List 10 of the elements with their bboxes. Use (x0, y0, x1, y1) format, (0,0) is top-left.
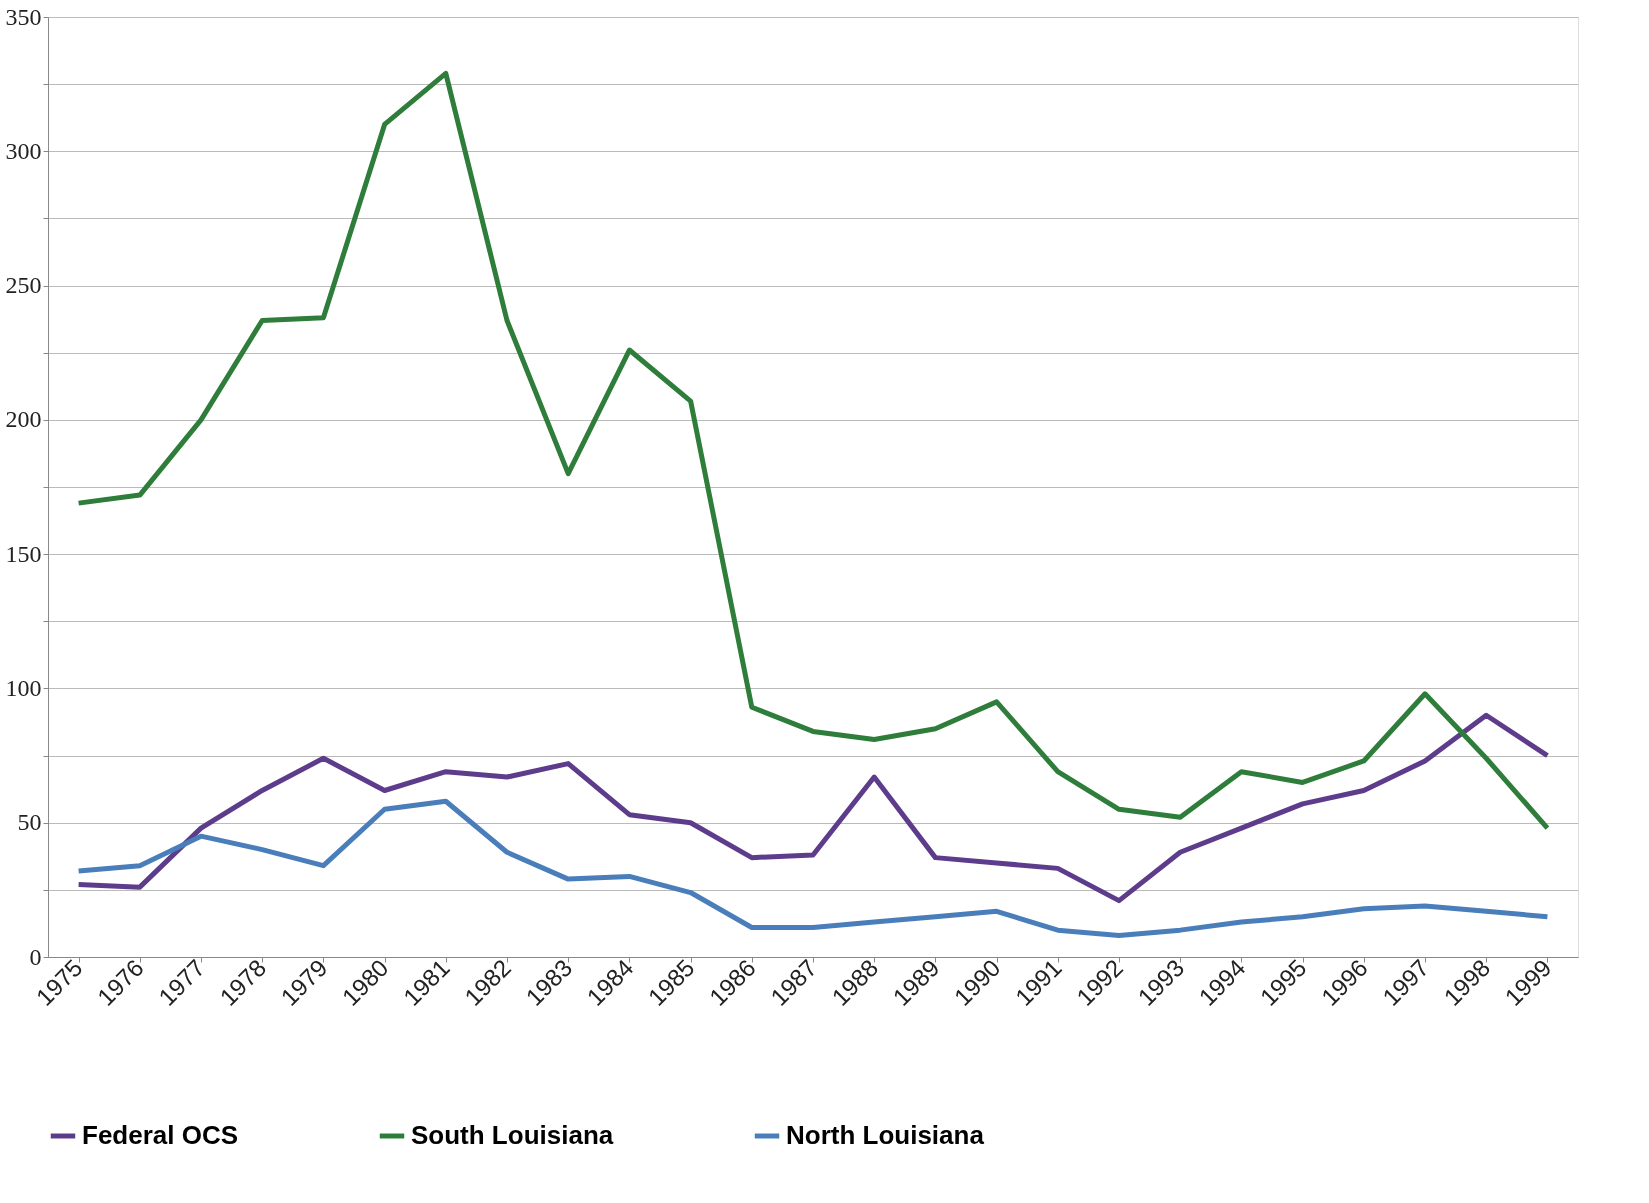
legend-label: South Louisiana (411, 1120, 614, 1150)
y-tick-label: 100 (5, 674, 42, 701)
y-tick-label: 250 (5, 272, 42, 299)
legend-label: North Louisiana (786, 1120, 985, 1150)
y-tick-label: 150 (5, 540, 42, 567)
y-tick-label: 50 (17, 809, 42, 836)
y-tick-label: 200 (5, 406, 42, 433)
y-tick-label: 350 (5, 3, 42, 30)
legend-label: Federal OCS (82, 1120, 239, 1150)
y-tick-label: 300 (5, 137, 42, 164)
